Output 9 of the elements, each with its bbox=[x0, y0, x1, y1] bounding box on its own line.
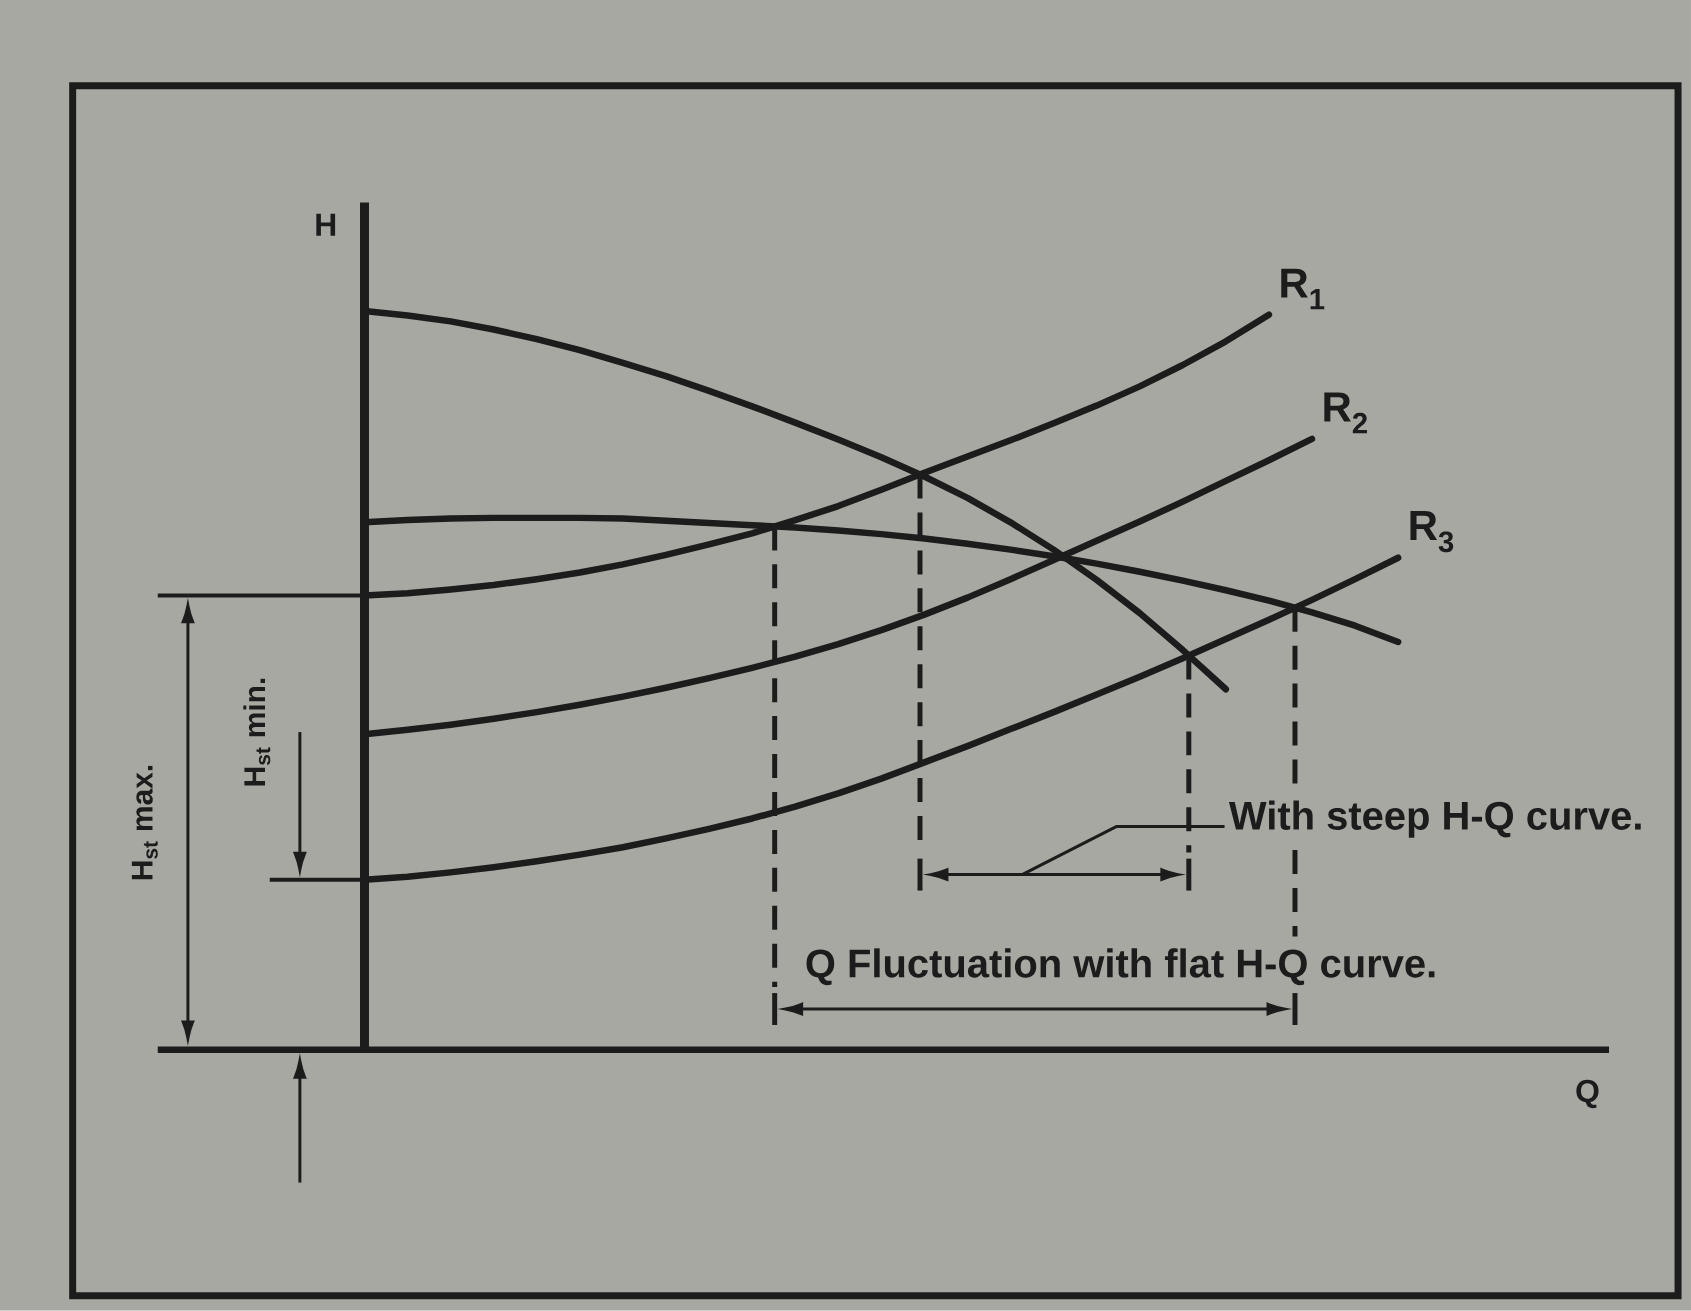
series-label: R$_{2}$ bbox=[1324, 392, 1367, 434]
x-axis-title: Q bbox=[1576, 1079, 1599, 1109]
series-label: R$_{3}$ bbox=[1410, 511, 1454, 553]
annotation: Q Fluctuation with flat H-Q curve. bbox=[806, 948, 1435, 986]
text: H$_{st}$ min. bbox=[243, 678, 271, 786]
text: H$_{st}$ max. bbox=[131, 766, 158, 880]
y-axis-title: H bbox=[316, 213, 336, 236]
series-label: R$_{1}$ bbox=[1281, 268, 1325, 310]
annotation: With steep H-Q curve. bbox=[1228, 800, 1641, 838]
